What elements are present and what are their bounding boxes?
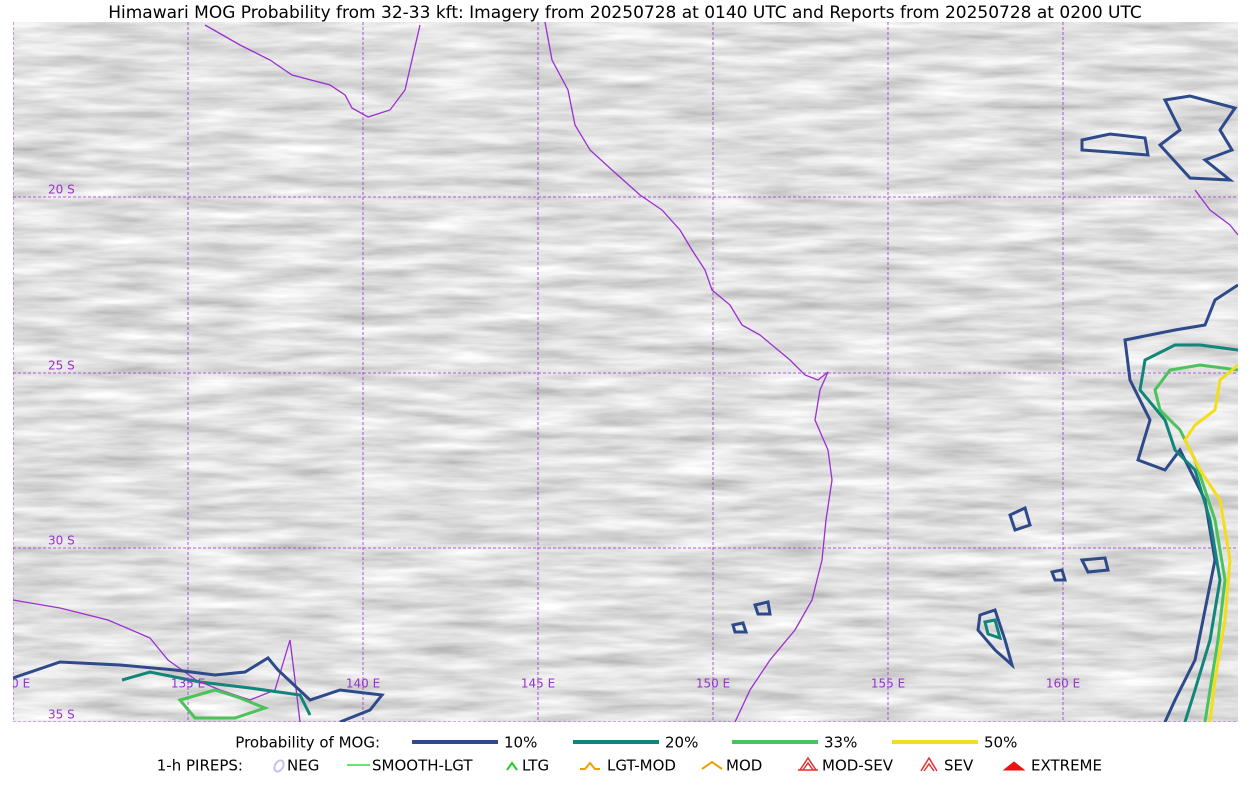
pirep-icon (580, 761, 600, 770)
longitude-label: 140 E (346, 677, 380, 691)
legend-label: 10% (504, 734, 537, 752)
satellite-imagery (13, 22, 1238, 722)
title: Himawari MOG Probability from 32-33 kft:… (108, 3, 1142, 23)
legend-label: SEV (944, 757, 974, 775)
longitude-label: 150 E (696, 677, 730, 691)
legend-label: 33% (824, 734, 857, 752)
legend-label: EXTREME (1031, 757, 1102, 775)
longitude-label: 145 E (521, 677, 555, 691)
longitude-label: 135 E (171, 677, 205, 691)
legend-title: 1-h PIREPS: (157, 757, 243, 775)
pirep-icon (506, 761, 518, 771)
pirep-icon (273, 759, 285, 773)
longitude-label: 130 E (0, 677, 30, 691)
latitude-label: 25 S (48, 359, 75, 373)
longitude-label: 155 E (871, 677, 905, 691)
legend-label: MOD-SEV (822, 757, 894, 775)
legend-label: SMOOTH-LGT (372, 757, 473, 775)
legend-label: 20% (665, 734, 698, 752)
legend-title: Probability of MOG: (235, 734, 380, 752)
pirep-icon (701, 760, 723, 770)
coastlines (13, 22, 1238, 722)
pirep-icon (1002, 761, 1026, 771)
pirep-icon (798, 756, 818, 771)
graticule (13, 22, 1238, 722)
legend-label: LGT-MOD (607, 757, 676, 775)
latitude-label: 20 S (48, 183, 75, 197)
map-labels: 20 S 25 S 30 S 35 S 130 E 135 E 140 E 145 E 150 … (0, 183, 1080, 722)
longitude-label: 160 E (1046, 677, 1080, 691)
pirep-icon (920, 756, 938, 772)
latitude-label: 35 S (48, 708, 75, 722)
mog-contours (13, 94, 1238, 722)
map: 20 S 25 S 30 S 35 S 130 E 135 E 140 E 145 E 150 … (0, 22, 1238, 722)
legend-label: 50% (984, 734, 1017, 752)
legend: Probability of MOG: 10% 20% 33% 50% 1-h PIREP… (157, 734, 1102, 775)
legend-label: MOD (726, 757, 762, 775)
legend-label: NEG (287, 757, 319, 775)
latitude-label: 30 S (48, 534, 75, 548)
legend-label: LTG (522, 757, 549, 775)
